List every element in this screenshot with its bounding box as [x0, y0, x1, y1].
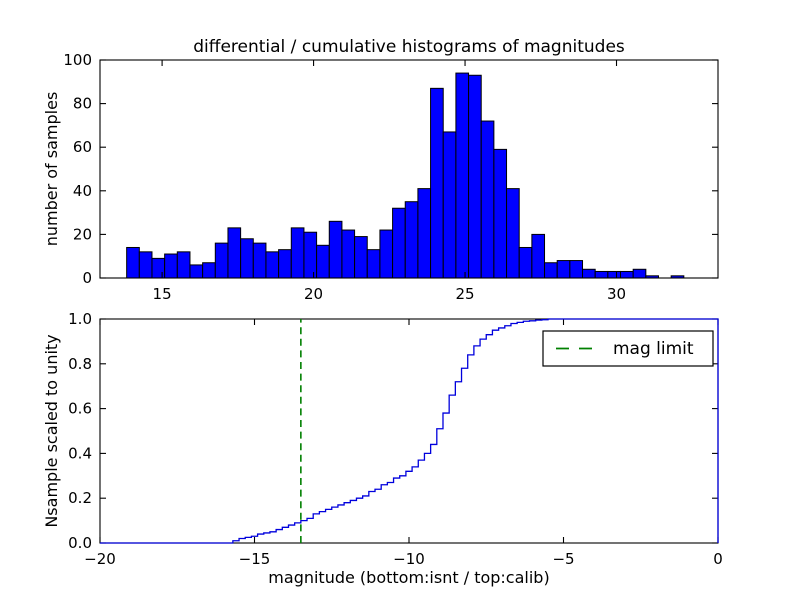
x-tick-label: −20 — [84, 550, 116, 568]
bottom-xlabel: magnitude (bottom:isnt / top:calib) — [268, 568, 549, 587]
histogram-bar — [569, 260, 584, 279]
histogram-bar — [468, 74, 482, 279]
histogram-bar — [417, 188, 432, 279]
y-tick-label: 40 — [73, 182, 92, 200]
axes-layer: 15 20 25 30 0 20 40 60 80 100 −20 −15 −10 −5 0 0.0 0.2 0.… — [63, 51, 722, 568]
histogram-bar — [164, 253, 178, 279]
histogram-bar — [202, 262, 216, 279]
histogram-bar — [556, 260, 571, 279]
x-tick-label: 25 — [455, 285, 474, 303]
y-tick-label: 60 — [73, 138, 92, 156]
histogram-bar — [506, 188, 520, 279]
histogram-bar — [366, 249, 381, 279]
x-tick-label: −5 — [552, 550, 574, 568]
legend: mag limit — [542, 330, 714, 367]
histogram-bar — [151, 257, 166, 279]
top-axes: 15 20 25 30 0 20 40 60 80 100 — [63, 51, 719, 303]
x-tick-label: 20 — [304, 285, 323, 303]
y-tick-label: 0 — [82, 269, 92, 287]
histogram-bar — [252, 242, 267, 279]
y-tick-label: 0.0 — [68, 534, 92, 552]
histogram-bar — [392, 207, 406, 279]
histogram-bar — [341, 229, 356, 279]
histogram-bar — [455, 72, 470, 279]
histogram-bar — [379, 229, 394, 279]
histogram-bar — [632, 268, 647, 279]
histogram-bar — [607, 270, 622, 279]
x-tick-label: 30 — [607, 285, 626, 303]
y-tick-label: 0.8 — [68, 355, 92, 373]
bottom-axes: −20 −15 −10 −5 0 0.0 0.2 0.4 0.6 0.8 1.0 — [68, 310, 723, 568]
x-tick-label: −15 — [239, 550, 271, 568]
bottom-ylabel: Nsample scaled to unity — [42, 334, 61, 527]
histogram-bar — [278, 249, 292, 279]
cumulative-curve — [100, 318, 719, 544]
histogram-bar — [354, 236, 368, 279]
histogram-bar — [404, 201, 419, 279]
histogram-bars — [126, 72, 685, 279]
chart-title: differential / cumulative histograms of … — [193, 37, 625, 57]
histogram-bar — [214, 242, 229, 279]
y-tick-label: 0.6 — [68, 400, 92, 418]
x-tick-label: 0 — [713, 550, 723, 568]
x-tick-label: 15 — [153, 285, 172, 303]
histogram-bar — [544, 262, 558, 279]
histogram-bar — [493, 148, 508, 279]
histogram-bar — [227, 227, 242, 279]
histogram-bar — [594, 270, 609, 279]
histogram-bar — [620, 270, 634, 279]
histogram-bar — [531, 233, 546, 279]
y-tick-label: 1.0 — [68, 310, 92, 328]
histogram-bar — [189, 264, 204, 279]
histogram-bar — [316, 244, 330, 279]
y-tick-label: 20 — [73, 225, 92, 243]
histogram-bar — [265, 251, 280, 279]
legend-label: mag limit — [613, 339, 694, 359]
histogram-bar — [303, 231, 318, 279]
histogram-bar — [430, 87, 444, 279]
histogram-bar — [328, 220, 343, 279]
y-tick-label: 80 — [73, 95, 92, 113]
histogram-bar — [480, 120, 495, 279]
y-tick-label: 0.4 — [68, 444, 92, 462]
histogram-bar — [442, 131, 457, 279]
histogram-bar — [176, 251, 191, 279]
axes-frame — [99, 59, 719, 279]
top-ylabel: number of samples — [42, 92, 61, 247]
legend-box — [542, 330, 714, 367]
histogram-bar — [582, 268, 596, 279]
x-tick-label: −10 — [393, 550, 425, 568]
histogram-bar — [290, 227, 305, 279]
y-tick-label: 100 — [63, 51, 92, 69]
histogram-bar — [138, 251, 153, 279]
histogram-bar — [240, 238, 254, 279]
histogram-bar — [126, 246, 140, 279]
histogram-bar — [518, 246, 533, 279]
y-tick-label: 0.2 — [68, 489, 92, 507]
